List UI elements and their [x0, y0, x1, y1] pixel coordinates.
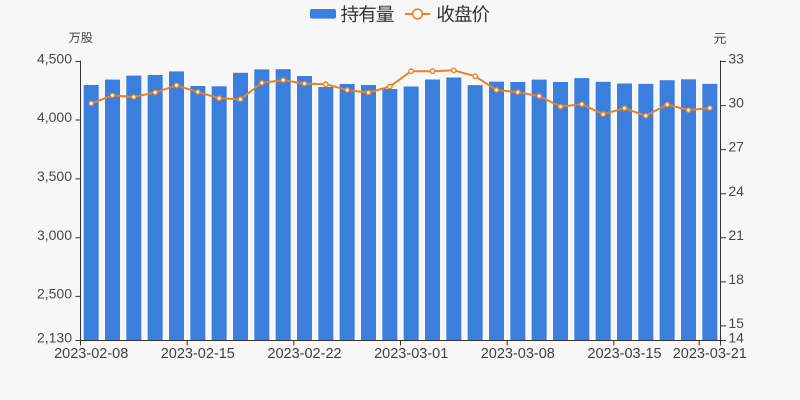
svg-text:33: 33 — [728, 51, 744, 67]
svg-text:2,500: 2,500 — [37, 286, 72, 302]
svg-text:2023-02-22: 2023-02-22 — [267, 346, 341, 362]
svg-text:3,000: 3,000 — [37, 227, 72, 243]
svg-text:2023-03-15: 2023-03-15 — [587, 346, 661, 362]
svg-text:2023-02-08: 2023-02-08 — [54, 346, 128, 362]
svg-text:30: 30 — [728, 95, 744, 111]
svg-text:18: 18 — [728, 271, 744, 287]
svg-text:24: 24 — [728, 183, 744, 199]
svg-text:14: 14 — [728, 330, 744, 346]
svg-text:2023-02-15: 2023-02-15 — [161, 346, 235, 362]
svg-text:4,000: 4,000 — [37, 109, 72, 125]
svg-text:21: 21 — [728, 227, 744, 243]
svg-text:2023-03-21: 2023-03-21 — [673, 346, 747, 362]
svg-text:27: 27 — [728, 139, 744, 155]
svg-text:3,500: 3,500 — [37, 168, 72, 184]
svg-text:2023-03-01: 2023-03-01 — [374, 346, 448, 362]
svg-text:15: 15 — [728, 315, 744, 331]
svg-text:4,500: 4,500 — [37, 51, 72, 67]
svg-text:2023-03-08: 2023-03-08 — [481, 346, 555, 362]
svg-text:2,130: 2,130 — [37, 330, 72, 346]
